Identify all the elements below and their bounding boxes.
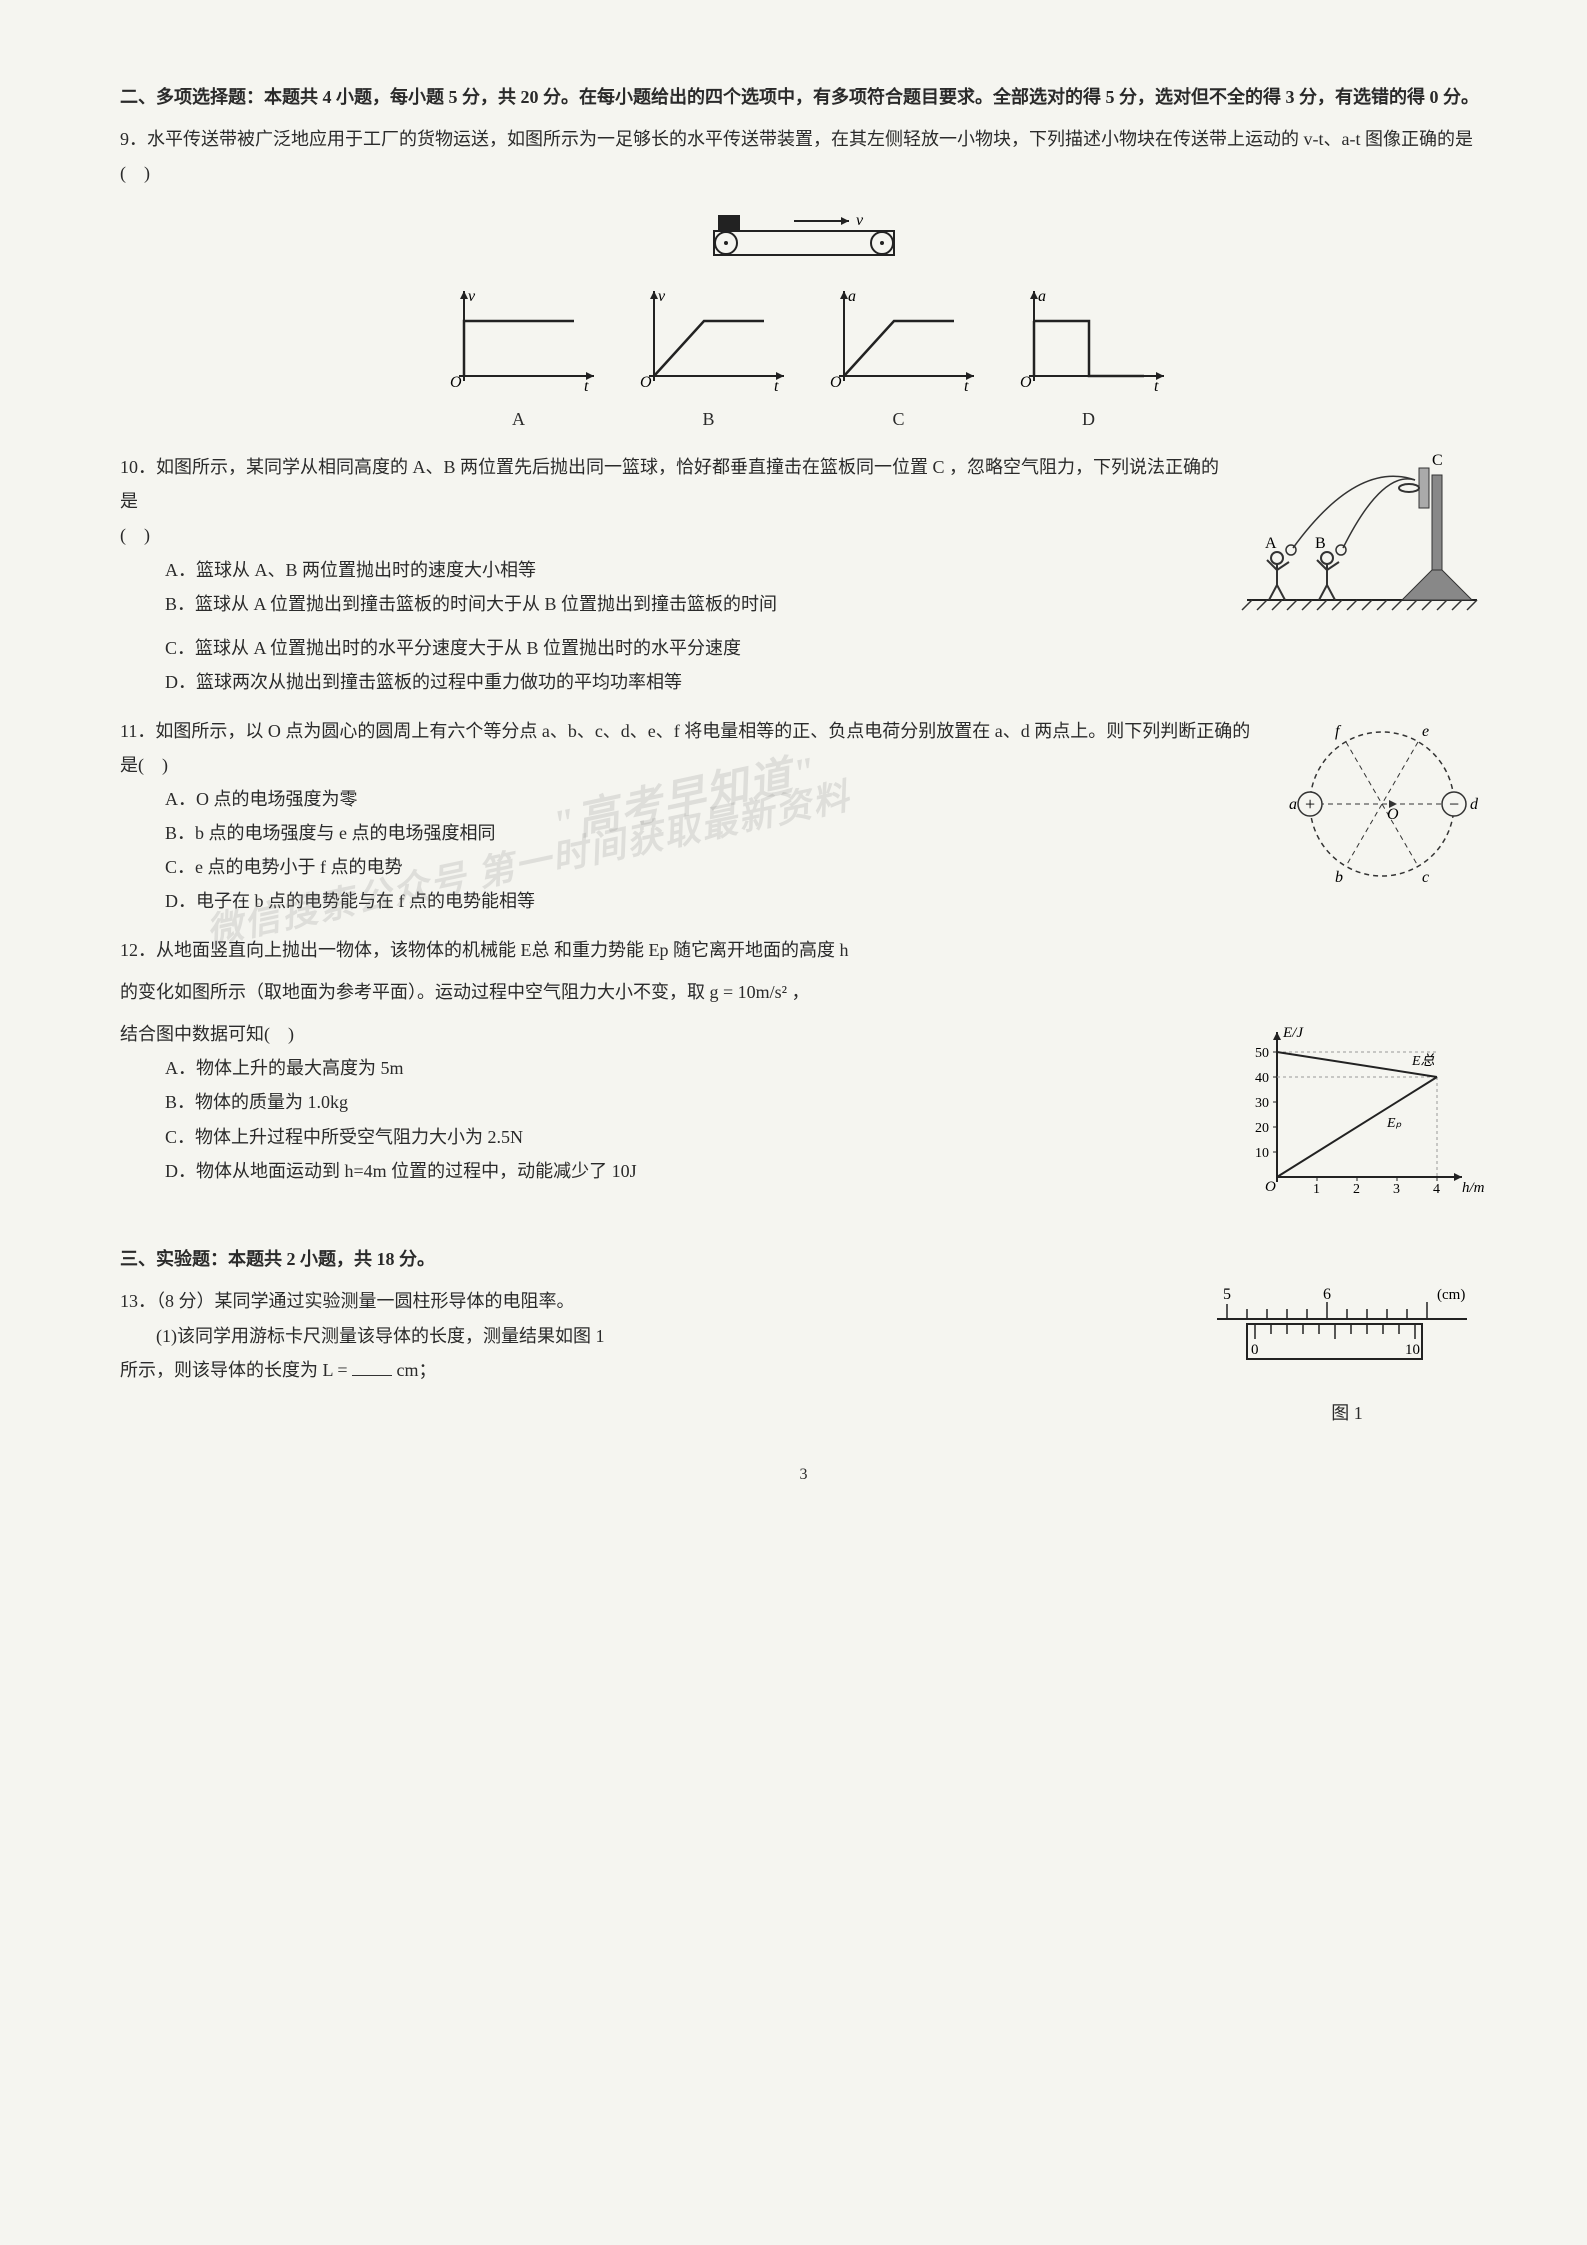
- svg-text:t: t: [964, 378, 969, 391]
- q9-label-c: C: [814, 402, 984, 436]
- svg-text:40: 40: [1255, 1071, 1269, 1086]
- svg-text:d: d: [1470, 796, 1479, 813]
- svg-text:2: 2: [1353, 1182, 1360, 1197]
- belt-v-label: v: [856, 212, 864, 229]
- q13-sub1a: (1)该同学用游标卡尺测量该导体的长度，测量结果如图 1: [156, 1326, 605, 1346]
- q13-figure: 5 6 (cm) 0 10 图 1: [1207, 1284, 1487, 1429]
- q9-graph-b: v O t B: [624, 281, 794, 436]
- q9-graphs-row: v O t A v O t B: [120, 281, 1487, 436]
- q10-opt-c: C．篮球从 A 位置抛出时的水平分速度大于从 B 位置抛出时的水平分速度: [120, 631, 1487, 665]
- q10-figure: C A B: [1237, 450, 1487, 631]
- svg-text:O: O: [1387, 806, 1399, 823]
- q9-graph-d: a O t D: [1004, 281, 1174, 436]
- svg-text:O: O: [1265, 1179, 1276, 1195]
- q12-stem2: 的变化如图所示（取地面为参考平面）。运动过程中空气阻力大小不变，取 g = 10…: [120, 975, 1487, 1009]
- q9-label-d: D: [1004, 402, 1174, 436]
- svg-text:10: 10: [1255, 1146, 1269, 1161]
- svg-text:a: a: [848, 288, 856, 305]
- svg-text:−: −: [1449, 794, 1459, 814]
- svg-text:6: 6: [1323, 1286, 1331, 1303]
- svg-text:t: t: [584, 378, 589, 391]
- section2-header: 二、多项选择题：本题共 4 小题，每小题 5 分，共 20 分。在每小题给出的四…: [120, 80, 1487, 114]
- svg-text:b: b: [1335, 869, 1343, 886]
- svg-text:+: +: [1305, 794, 1315, 814]
- svg-text:v: v: [658, 288, 666, 305]
- svg-text:O: O: [450, 374, 462, 391]
- question-13: 5 6 (cm) 0 10 图 1 13．（8 分）某同学通过实验测量: [120, 1284, 1487, 1429]
- svg-text:0: 0: [1251, 1342, 1259, 1358]
- q11-figure: + − a d f e b c O: [1277, 714, 1487, 905]
- svg-text:1: 1: [1313, 1182, 1320, 1197]
- svg-text:e: e: [1422, 723, 1429, 740]
- q12-chart: E/J h/m O 10 20 30 40 50 1 2 3 4: [1237, 1017, 1487, 1218]
- svg-text:E/J: E/J: [1282, 1025, 1304, 1041]
- svg-text:O: O: [830, 374, 842, 391]
- svg-text:Eₚ: Eₚ: [1386, 1116, 1402, 1131]
- svg-text:c: c: [1422, 869, 1429, 886]
- question-10: C A B 10．如图所示，某同学从相同高度的 A、B 两位置先后抛出同一篮球，…: [120, 450, 1487, 700]
- q9-label-a: A: [434, 402, 604, 436]
- svg-text:O: O: [640, 374, 652, 391]
- svg-text:4: 4: [1433, 1182, 1440, 1197]
- svg-text:B: B: [1315, 535, 1326, 552]
- svg-text:h/m: h/m: [1462, 1180, 1485, 1196]
- belt-svg: v: [674, 201, 934, 271]
- q10-opt-d: D．篮球两次从抛出到撞击篮板的过程中重力做功的平均功率相等: [120, 665, 1487, 699]
- question-9: 9．水平传送带被广泛地应用于工厂的货物运送，如图所示为一足够长的水平传送带装置，…: [120, 122, 1487, 436]
- svg-text:O: O: [1020, 374, 1032, 391]
- svg-text:a: a: [1038, 288, 1046, 305]
- page-number: 3: [120, 1460, 1487, 1490]
- q9-label-b: B: [624, 402, 794, 436]
- section3-header: 三、实验题：本题共 2 小题，共 18 分。: [120, 1242, 1487, 1276]
- q13-sub1c: cm；: [396, 1360, 436, 1380]
- question-11: + − a d f e b c O 11．如图所示，以 O 点为圆心的圆周上有六…: [120, 714, 1487, 919]
- q13-blank: [352, 1358, 392, 1376]
- svg-text:t: t: [774, 378, 779, 391]
- svg-text:v: v: [468, 288, 476, 305]
- svg-text:t: t: [1154, 378, 1159, 391]
- svg-text:50: 50: [1255, 1046, 1269, 1061]
- question-12: 12．从地面竖直向上抛出一物体，该物体的机械能 E总 和重力势能 Ep 随它离开…: [120, 933, 1487, 1219]
- q9-graph-c: a O t C: [814, 281, 984, 436]
- svg-text:A: A: [1265, 535, 1277, 552]
- svg-text:30: 30: [1255, 1096, 1269, 1111]
- svg-text:(cm): (cm): [1437, 1287, 1465, 1303]
- svg-text:f: f: [1335, 723, 1342, 740]
- svg-text:E总: E总: [1411, 1053, 1435, 1069]
- q13-sub1b: 所示，则该导体的长度为 L =: [120, 1360, 347, 1380]
- q12-stem1: 12．从地面竖直向上抛出一物体，该物体的机械能 E总 和重力势能 Ep 随它离开…: [120, 933, 1487, 967]
- q9-belt-diagram: v: [120, 201, 1487, 271]
- svg-text:5: 5: [1223, 1286, 1231, 1303]
- svg-text:3: 3: [1393, 1182, 1400, 1197]
- svg-text:a: a: [1289, 796, 1297, 813]
- svg-text:10: 10: [1405, 1342, 1420, 1358]
- q9-stem: 9．水平传送带被广泛地应用于工厂的货物运送，如图所示为一足够长的水平传送带装置，…: [120, 122, 1487, 190]
- svg-text:20: 20: [1255, 1121, 1269, 1136]
- q13-fig-label: 图 1: [1207, 1396, 1487, 1430]
- q9-graph-a: v O t A: [434, 281, 604, 436]
- svg-text:C: C: [1432, 452, 1443, 469]
